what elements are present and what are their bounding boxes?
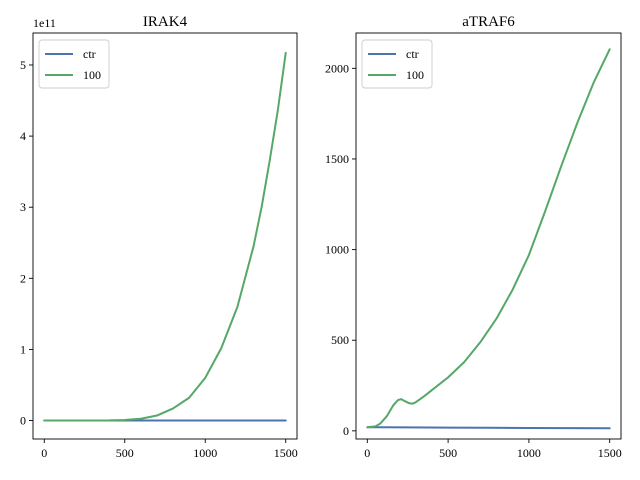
x-tick-label: 500 [116,446,134,460]
x-tick-label: 1000 [193,446,217,460]
y-tick-label: 1 [20,342,26,356]
y-tick-label: 3 [20,200,26,214]
plot-frame [355,32,622,440]
plot-frame [32,32,298,440]
x-tick-label: 1000 [517,446,541,460]
series-line-ctr [366,426,611,430]
y-tick-label: 2000 [325,61,349,75]
x-tick-label: 0 [41,446,47,460]
subplot-1: 0 500 1000 1500 0 1 2 3 4 5 1e11 IRAK4 ctr 100 [20,14,298,460]
legend: ctr 100 [361,39,433,89]
legend-label-ctr: ctr [83,47,96,61]
legend-label-100: 100 [83,68,101,82]
x-tick-label: 500 [439,446,457,460]
y-tick-label: 1500 [325,152,349,166]
subplot-2: 0 500 1000 1500 0 500 1000 1500 2000 aTRAF6 ctr 100 [325,14,622,460]
x-tick-label: 1500 [598,446,622,460]
series-line-100 [43,51,287,422]
y-offset-label: 1e11 [33,16,56,30]
y-tick-label: 0 [343,424,349,438]
x-tick-label: 1500 [274,446,298,460]
legend-label-ctr: ctr [406,47,419,61]
legend-label-100: 100 [406,68,424,82]
y-tick-label: 5 [20,58,26,72]
chart-title: aTRAF6 [462,14,515,30]
y-tick-label: 2 [20,271,26,285]
chart-title: IRAK4 [143,14,188,30]
y-tick-label: 4 [20,129,26,143]
x-tick-label: 0 [364,446,370,460]
y-tick-label: 500 [331,333,349,347]
series-line-100 [366,48,611,429]
y-tick-label: 0 [20,414,26,428]
y-tick-label: 1000 [325,243,349,257]
legend: ctr 100 [38,39,110,89]
